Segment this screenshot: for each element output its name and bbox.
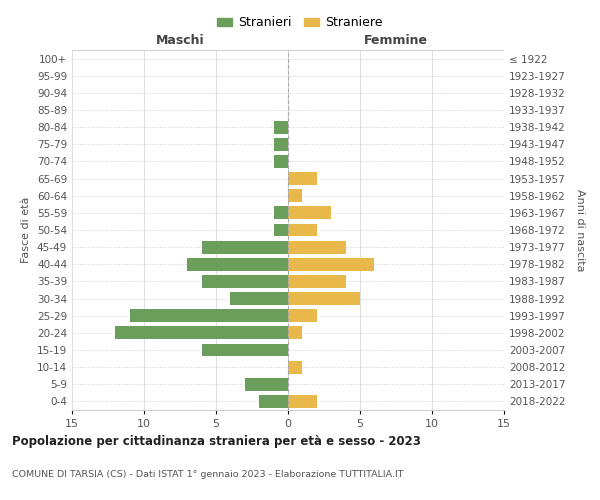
Bar [288,206,331,220]
Bar [245,378,288,390]
Text: COMUNE DI TARSIA (CS) - Dati ISTAT 1° gennaio 2023 - Elaborazione TUTTITALIA.IT: COMUNE DI TARSIA (CS) - Dati ISTAT 1° ge… [12,470,404,479]
Bar [130,310,288,322]
Bar [115,326,288,340]
Bar [259,395,288,408]
Bar [274,224,288,236]
Bar [187,258,288,270]
Bar [288,326,302,340]
Y-axis label: Fasce di età: Fasce di età [22,197,31,263]
Text: Popolazione per cittadinanza straniera per età e sesso - 2023: Popolazione per cittadinanza straniera p… [12,435,421,448]
Bar [202,240,288,254]
Bar [288,172,317,185]
Text: Femmine: Femmine [364,34,428,46]
Bar [288,190,302,202]
Y-axis label: Anni di nascita: Anni di nascita [575,188,585,271]
Bar [274,155,288,168]
Text: Maschi: Maschi [155,34,205,46]
Bar [202,275,288,288]
Bar [288,258,374,270]
Bar [202,344,288,356]
Bar [288,224,317,236]
Bar [288,395,317,408]
Bar [274,206,288,220]
Bar [288,360,302,374]
Bar [288,310,317,322]
Bar [274,120,288,134]
Legend: Stranieri, Straniere: Stranieri, Straniere [212,11,388,34]
Bar [288,240,346,254]
Bar [230,292,288,305]
Bar [288,275,346,288]
Bar [288,292,360,305]
Bar [274,138,288,150]
